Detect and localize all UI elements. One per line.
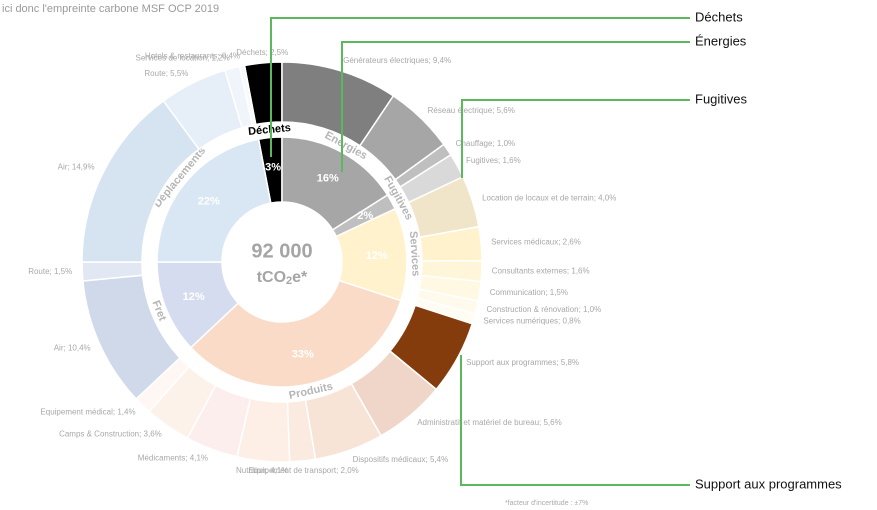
outer-label: Déchets; 2,5% [236, 48, 288, 57]
callout-line [460, 355, 690, 486]
inner-value-label: 12% [183, 291, 205, 303]
outer-label: Réseau électrique; 5,6% [428, 106, 515, 115]
center-total: 92 000 [251, 240, 312, 262]
footnote: *facteur d'incertitude : ±7% [505, 500, 588, 507]
inner-value-label: 2% [357, 210, 373, 222]
callout-line [461, 99, 690, 178]
outer-label: Consultants externes; 1,6% [492, 267, 590, 276]
callout-label: Déchets [695, 9, 743, 24]
callout-label: Support aux programmes [695, 476, 842, 491]
unit-main: tCO [257, 269, 286, 286]
center-unit: tCO2e* [257, 269, 308, 287]
callout-label: Énergies [695, 33, 747, 48]
unit-sub: 2 [286, 275, 292, 287]
inner-segment [189, 279, 402, 388]
outer-label: Camps & Construction; 3,6% [59, 429, 162, 438]
group-name: Déchets [248, 122, 292, 138]
chart-title: ici donc l'empreinte carbone MSF OCP 201… [2, 3, 219, 15]
outer-label: Services numériques; 0,8% [483, 317, 580, 326]
inner-value-label: 33% [292, 349, 314, 361]
inner-segment [156, 138, 272, 263]
callout-label: Fugitives [695, 91, 748, 106]
outer-label: Support aux programmes; 5,8% [466, 358, 579, 367]
outer-label: Nutrition; 4,1% [236, 466, 288, 475]
outer-label: Chauffage; 1,0% [456, 139, 515, 148]
callout-line [270, 17, 690, 157]
group-name: Services [407, 231, 422, 277]
outer-label: Hotels & restaurants; 0,4% [145, 51, 240, 60]
outer-label: Construction & rénovation; 1,0% [487, 305, 602, 314]
outer-label: Fugitives; 1,6% [466, 156, 521, 165]
outer-label: Communication; 1,5% [490, 288, 568, 297]
outer-label: Air; 10,4% [54, 344, 91, 353]
outer-label: Route; 1,5% [28, 267, 72, 276]
inner-value-label: 16% [317, 173, 339, 185]
outer-label: Médicaments; 4,1% [138, 454, 208, 463]
outer-label: Générateurs électriques; 9,4% [343, 56, 451, 65]
outer-label: Administratif et matériel de bureau; 5,6… [417, 418, 562, 427]
outer-label: Air; 14,9% [58, 162, 95, 171]
outer-segment [238, 64, 257, 127]
outer-label: Location de locaux et de terrain; 4,0% [482, 193, 616, 202]
inner-value-label: 3% [265, 161, 281, 173]
outer-label: Services médicaux; 2,6% [491, 238, 581, 247]
inner-value-label: 12% [366, 250, 388, 262]
outer-label: Dispositifs médicaux; 5,4% [353, 455, 449, 464]
center-hole [224, 204, 340, 320]
unit-suffix: e* [292, 269, 308, 286]
outer-label: Equipement médical; 1,4% [40, 408, 135, 417]
outer-label: Route; 5,5% [144, 69, 188, 78]
inner-value-label: 22% [198, 195, 220, 207]
outer-label: Equipement de transport; 2,0% [249, 466, 359, 475]
outer-label: Services de location; 1,2% [135, 54, 229, 63]
callout-line [341, 41, 690, 172]
